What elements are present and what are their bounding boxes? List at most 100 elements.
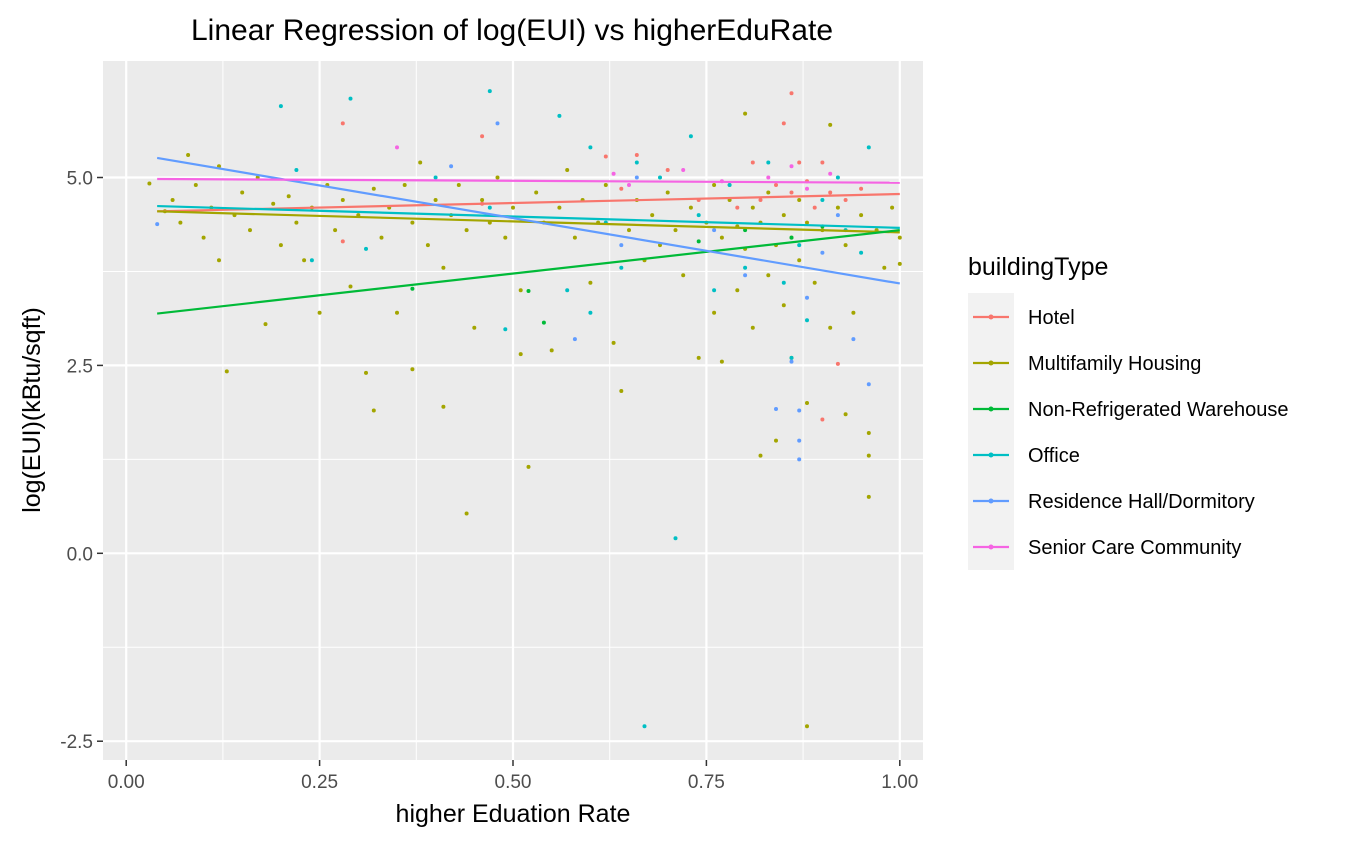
data-point: [619, 389, 624, 393]
data-point: [201, 235, 206, 240]
data-point: [797, 258, 802, 263]
data-point: [789, 359, 794, 364]
data-point: [835, 361, 840, 366]
data-point: [634, 160, 639, 165]
data-point: [240, 190, 245, 195]
data-point: [766, 160, 771, 165]
data-point: [781, 280, 786, 285]
data-point: [541, 320, 546, 325]
data-point: [464, 511, 469, 516]
data-point: [843, 198, 848, 202]
data-point: [696, 213, 701, 218]
legend-label: Residence Hall/Dormitory: [1028, 491, 1255, 513]
data-point: [866, 382, 871, 387]
data-point: [758, 453, 763, 458]
data-point: [487, 89, 492, 94]
data-point: [557, 205, 562, 210]
data-point: [866, 453, 871, 458]
data-point: [371, 408, 376, 413]
data-point: [766, 273, 771, 278]
legend-label: Senior Care Community: [1028, 537, 1241, 559]
data-point: [634, 153, 639, 157]
data-point: [472, 325, 477, 330]
data-point: [611, 340, 616, 345]
data-point: [627, 183, 631, 187]
data-point: [805, 724, 809, 729]
data-point: [588, 280, 593, 285]
data-point: [665, 168, 670, 172]
data-point: [433, 175, 438, 180]
data-point: [696, 355, 701, 360]
data-point: [797, 160, 802, 165]
x-tick-label: 0.75: [688, 772, 725, 793]
data-point: [712, 183, 717, 187]
legend-key-point: [988, 406, 994, 412]
data-point: [464, 228, 469, 233]
data-point: [750, 325, 755, 330]
data-point: [186, 153, 191, 157]
data-point: [588, 145, 593, 150]
data-point: [619, 186, 624, 191]
data-point: [642, 724, 647, 729]
data-point: [340, 239, 345, 244]
data-point: [294, 220, 299, 225]
data-point: [789, 355, 794, 360]
data-point: [193, 183, 198, 187]
data-point: [665, 190, 670, 195]
legend-key-point: [988, 544, 994, 550]
data-point: [805, 186, 809, 191]
legend-label: Office: [1028, 445, 1080, 467]
data-point: [395, 145, 399, 150]
data-point: [843, 243, 848, 248]
legend-key-point: [988, 498, 994, 504]
data-point: [155, 222, 160, 227]
grid-lines: [103, 61, 923, 760]
data-point: [224, 369, 229, 374]
data-point: [866, 145, 871, 150]
legend-key-point: [988, 360, 994, 366]
data-point: [866, 494, 871, 499]
data-point: [340, 198, 345, 202]
data-point: [603, 154, 608, 159]
data-point: [766, 190, 771, 195]
data-point: [774, 407, 778, 411]
data-point: [820, 198, 825, 202]
data-point: [797, 243, 802, 248]
x-tick-label: 1.00: [881, 772, 918, 793]
data-point: [805, 401, 809, 405]
data-point: [859, 213, 864, 218]
data-point: [526, 464, 531, 469]
data-point: [619, 265, 624, 270]
data-point: [758, 198, 763, 202]
data-point: [456, 183, 461, 187]
data-point: [835, 205, 840, 210]
data-point: [518, 352, 523, 357]
data-point: [696, 239, 701, 244]
data-point: [410, 286, 415, 291]
data-point: [449, 164, 454, 169]
data-point: [603, 183, 608, 187]
data-point: [263, 322, 268, 327]
data-point: [248, 228, 252, 233]
data-point: [395, 310, 399, 315]
y-tick-label: 5.0: [67, 169, 93, 190]
data-point: [627, 228, 631, 233]
data-point: [658, 175, 662, 180]
data-point: [719, 359, 724, 364]
data-point: [835, 213, 840, 218]
data-point: [557, 113, 562, 118]
data-point: [851, 310, 856, 315]
data-point: [797, 457, 802, 462]
data-point: [178, 220, 183, 225]
data-point: [147, 181, 152, 186]
data-point: [797, 438, 802, 443]
data-point: [688, 134, 693, 139]
data-point: [495, 175, 500, 180]
data-point: [379, 235, 384, 240]
data-point: [534, 190, 539, 195]
legend-label: Hotel: [1028, 307, 1075, 329]
data-point: [441, 404, 446, 409]
data-point: [797, 198, 802, 202]
legend: buildingType Hotel Multifamily Housing Non…: [968, 253, 1289, 570]
